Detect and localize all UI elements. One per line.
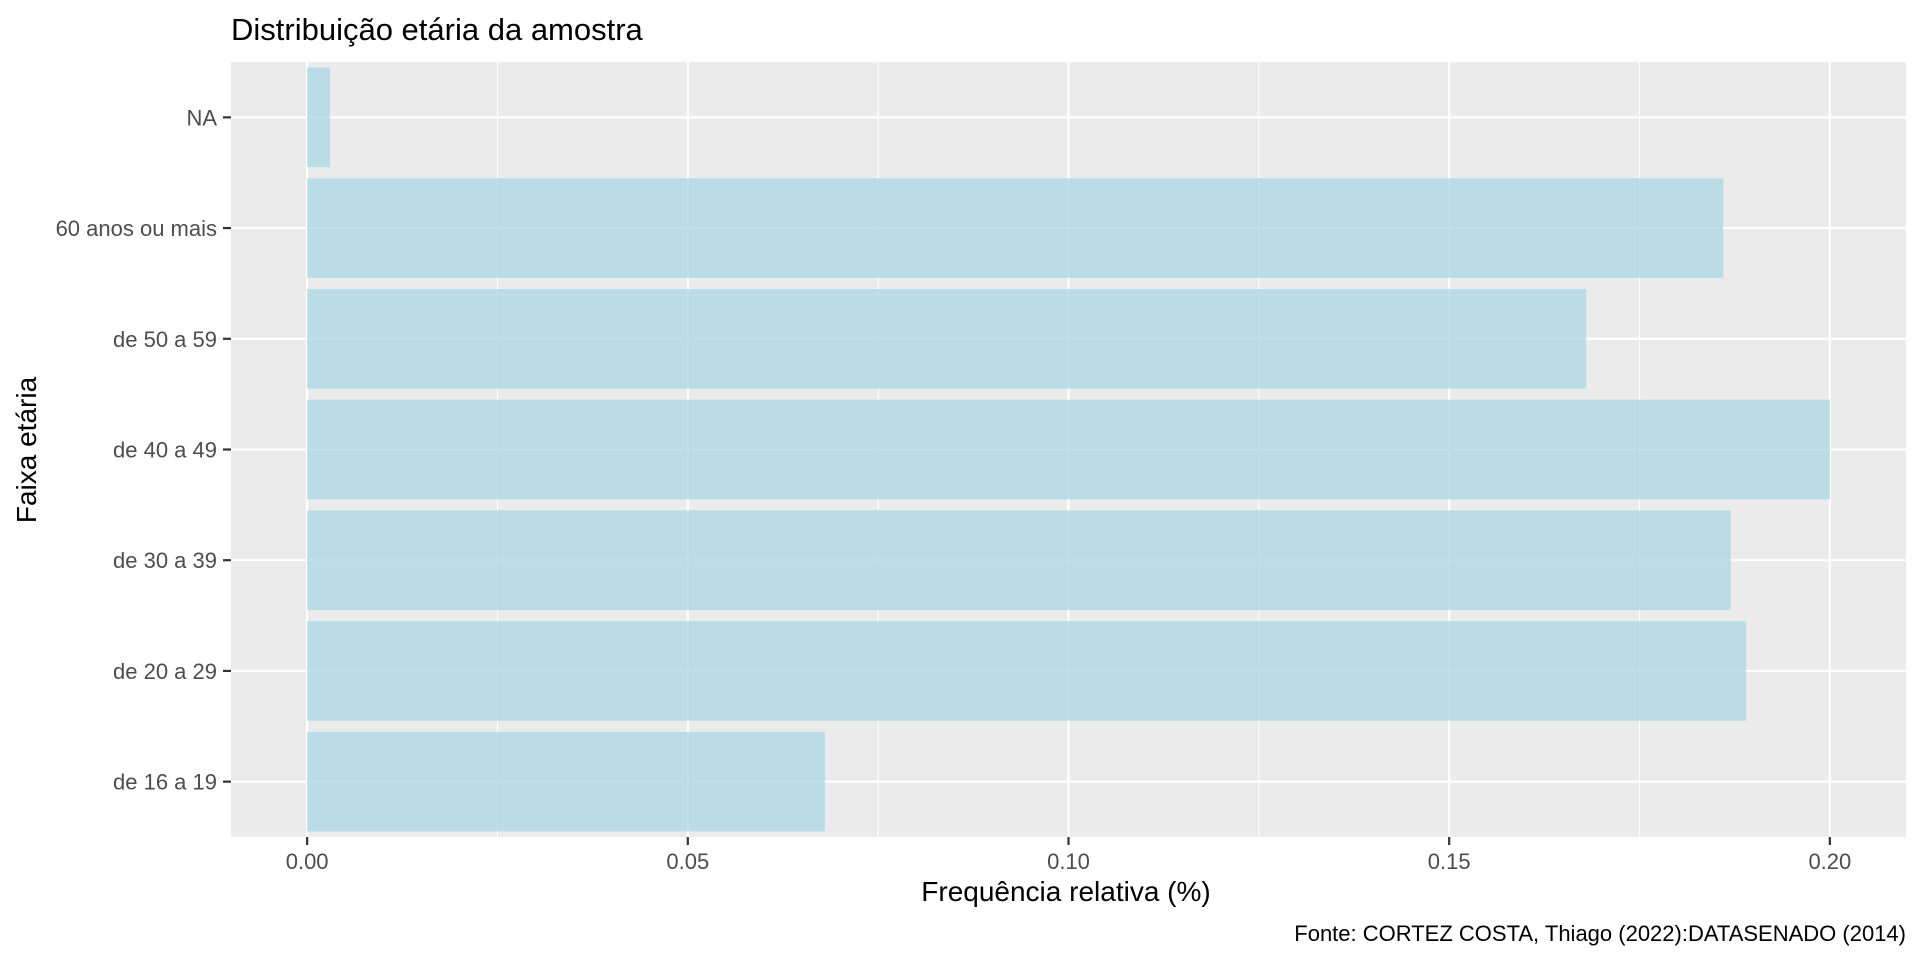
y-tick-label: de 30 a 39 bbox=[113, 548, 217, 573]
bar-de-50-a-59 bbox=[307, 288, 1587, 389]
x-axis-title: Frequência relativa (%) bbox=[921, 876, 1210, 907]
y-tick-label: de 16 a 19 bbox=[113, 770, 217, 795]
bars bbox=[307, 67, 1830, 832]
y-tick-label: NA bbox=[186, 105, 217, 130]
bar-de-30-a-39 bbox=[307, 510, 1731, 611]
y-tick-label: de 40 a 49 bbox=[113, 438, 217, 463]
x-tick-label: 0.15 bbox=[1428, 849, 1471, 874]
y-tick-label: de 50 a 59 bbox=[113, 327, 217, 352]
y-axis-title: Faixa etária bbox=[11, 376, 42, 523]
x-tick-label: 0.05 bbox=[666, 849, 709, 874]
x-tick-label: 0.10 bbox=[1047, 849, 1090, 874]
chart-title: Distribuição etária da amostra bbox=[231, 12, 644, 47]
bar-de-20-a-29 bbox=[307, 621, 1747, 721]
x-axis: 0.00 0.05 0.10 0.15 0.20 bbox=[286, 837, 1851, 874]
bar-60-anos-ou-mais bbox=[307, 178, 1724, 278]
y-tick-label: de 20 a 29 bbox=[113, 659, 217, 684]
bar-de-40-a-49 bbox=[307, 399, 1830, 500]
bar-de-16-a-19 bbox=[307, 731, 825, 832]
x-tick-label: 0.00 bbox=[286, 849, 329, 874]
bar-na bbox=[307, 67, 330, 168]
y-axis: de 16 a 19 de 20 a 29 de 30 a 39 de 40 a 49… bbox=[56, 105, 231, 795]
x-tick-label: 0.20 bbox=[1808, 849, 1851, 874]
y-tick-label: 60 anos ou mais bbox=[56, 216, 217, 241]
chart-caption: Fonte: CORTEZ COSTA, Thiago (2022):DATAS… bbox=[1294, 921, 1906, 946]
